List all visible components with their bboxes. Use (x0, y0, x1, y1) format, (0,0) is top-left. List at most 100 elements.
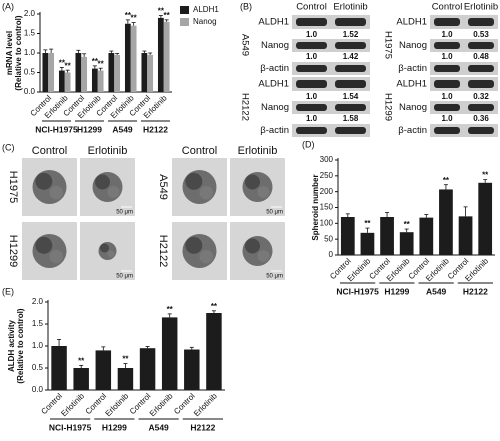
cell-line-label: A549 (157, 174, 169, 200)
band-value: 1.0 (306, 114, 318, 123)
group-label: NCI-H1975 (35, 124, 78, 134)
bar (399, 232, 414, 255)
spheroid-detail (199, 185, 214, 200)
y-tick-label: 0.0 (24, 87, 36, 96)
y-tick-label: 250 (320, 171, 334, 180)
bar (478, 182, 493, 255)
significance: ** (59, 59, 66, 68)
column-header: Control (182, 145, 217, 157)
blot-band (434, 18, 460, 26)
bar (139, 348, 156, 390)
panel-label: (D) (302, 139, 315, 149)
band-value: 1.58 (343, 114, 359, 123)
spheroid-detail (107, 186, 120, 198)
column-header: Erlotinib (238, 145, 278, 157)
bar (206, 313, 222, 390)
y-axis-title: ALDH activity (7, 319, 16, 372)
y-tick-label: 150 (320, 203, 334, 212)
spheroid-detail (95, 174, 110, 190)
cell-line-label: H2122 (157, 235, 169, 267)
group-label: H2122 (463, 286, 488, 296)
spheroid-detail (185, 236, 203, 254)
y-axis-title: mRNA level (5, 31, 14, 75)
bar (130, 25, 137, 93)
y-tick-label: 1.0 (32, 341, 44, 350)
blot-band (434, 127, 460, 134)
y-tick-label: 1.5 (24, 29, 36, 38)
y-tick-label: 100 (320, 218, 334, 227)
y-tick-label: 1.5 (32, 319, 44, 328)
spheroid-detail (35, 236, 53, 254)
spheroid-detail (100, 243, 109, 253)
blot-band (335, 80, 366, 88)
bar (157, 17, 164, 92)
scale-label: 50 μm (116, 210, 133, 216)
significance: ** (167, 305, 174, 314)
band-value: 1.0 (306, 92, 318, 101)
column-header: Control (296, 2, 327, 13)
spheroid-detail (185, 172, 203, 190)
blot-band (335, 18, 366, 26)
band-value: 0.48 (473, 52, 489, 61)
bar (439, 189, 453, 255)
bar (360, 232, 375, 255)
bar (147, 54, 154, 92)
panel-label: (E) (2, 286, 14, 296)
blot-band (335, 65, 366, 72)
band-value: 1.0 (441, 52, 453, 61)
blot-band (468, 18, 494, 26)
row-label: ALDH1 (396, 17, 427, 28)
y-tick-label: 1.0 (24, 48, 36, 57)
panel-label: (A) (2, 1, 14, 11)
band-value: 1.0 (441, 92, 453, 101)
group-label: NCI-H1975 (336, 286, 379, 296)
panel-label: (B) (240, 1, 252, 11)
bar (141, 53, 148, 92)
group-label: H1299 (77, 124, 102, 134)
band-value: 1.0 (441, 114, 453, 123)
group-label: H1299 (384, 286, 409, 296)
blot-band (296, 104, 327, 111)
band-value: 0.53 (473, 30, 489, 39)
column-header: Erlotinib (333, 2, 367, 13)
significance: ** (482, 171, 489, 180)
y-tick-label: 200 (320, 187, 334, 196)
group-label: NCI-H1975 (49, 422, 92, 432)
y-tick-label: 300 (320, 155, 334, 164)
bar (48, 53, 55, 92)
significance: ** (122, 355, 129, 364)
blot-band (296, 42, 327, 49)
group-label: H2122 (190, 422, 215, 432)
bar (380, 217, 394, 255)
blot-band (434, 80, 460, 88)
blot-band (468, 65, 494, 72)
blot-band (335, 104, 366, 111)
y-axis-subtitle: (Relative to control) (16, 308, 25, 383)
blot-band (468, 80, 494, 88)
bar (163, 21, 170, 92)
blot-band (468, 104, 494, 111)
column-header: Control (32, 145, 67, 157)
blot-band (296, 80, 327, 88)
bar (114, 54, 121, 92)
band-value: 1.0 (306, 30, 318, 39)
spheroid-detail (245, 238, 260, 254)
band-value: 1.54 (343, 92, 359, 101)
band-value: 1.0 (441, 30, 453, 39)
y-tick-label: 2.0 (32, 297, 44, 306)
significance: ** (158, 7, 165, 16)
group-label: H2122 (143, 124, 168, 134)
row-label: ALDH1 (258, 79, 289, 90)
band-value: 1.42 (343, 52, 359, 61)
row-label: Nanog (261, 40, 289, 51)
panel-label: (C) (2, 142, 15, 152)
column-header: Control (432, 2, 463, 13)
bar (419, 217, 434, 255)
scale-label: 50 μm (266, 210, 283, 216)
significance: ** (164, 11, 171, 20)
band-value: 0.32 (473, 92, 489, 101)
spheroid-detail (49, 249, 64, 264)
significance: ** (65, 61, 72, 70)
blot-band (468, 42, 494, 49)
